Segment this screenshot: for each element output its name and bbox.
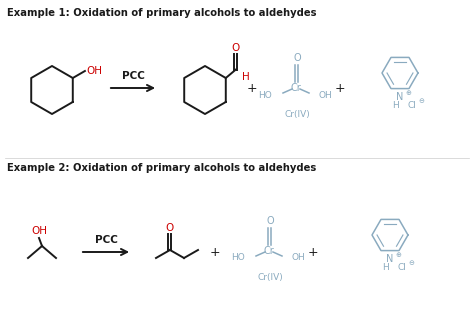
Text: H: H: [242, 72, 249, 82]
Text: +: +: [210, 246, 220, 258]
Text: O: O: [232, 43, 240, 53]
Text: H: H: [392, 101, 400, 110]
Text: Cr: Cr: [291, 83, 301, 93]
Text: N: N: [386, 254, 394, 264]
Text: Cr: Cr: [264, 246, 274, 256]
Text: OH: OH: [31, 226, 47, 236]
Text: OH: OH: [86, 66, 102, 76]
Text: Example 1: Oxidation of primary alcohols to aldehydes: Example 1: Oxidation of primary alcohols…: [7, 8, 317, 18]
Text: O: O: [266, 216, 274, 226]
Text: +: +: [246, 82, 257, 94]
Text: Cr(IV): Cr(IV): [284, 110, 310, 119]
Text: Cl: Cl: [398, 263, 407, 272]
Text: HO: HO: [231, 254, 245, 263]
Text: PCC: PCC: [121, 71, 145, 81]
Text: PCC: PCC: [94, 235, 118, 245]
Text: ⊕: ⊕: [395, 252, 401, 258]
Text: Example 2: Oxidation of primary alcohols to aldehydes: Example 2: Oxidation of primary alcohols…: [7, 163, 316, 173]
Text: N: N: [396, 92, 404, 102]
Text: ⊖: ⊖: [408, 260, 414, 266]
Text: O: O: [293, 53, 301, 63]
Text: ⊖: ⊖: [418, 98, 424, 104]
Text: H: H: [383, 263, 389, 272]
Text: Cr(IV): Cr(IV): [257, 273, 283, 282]
Text: HO: HO: [258, 91, 272, 100]
Text: +: +: [335, 82, 346, 94]
Text: Cl: Cl: [408, 101, 417, 110]
Text: ⊕: ⊕: [405, 90, 411, 96]
Text: O: O: [166, 223, 174, 233]
Text: OH: OH: [319, 91, 333, 100]
Text: +: +: [308, 246, 319, 258]
Text: OH: OH: [292, 254, 306, 263]
